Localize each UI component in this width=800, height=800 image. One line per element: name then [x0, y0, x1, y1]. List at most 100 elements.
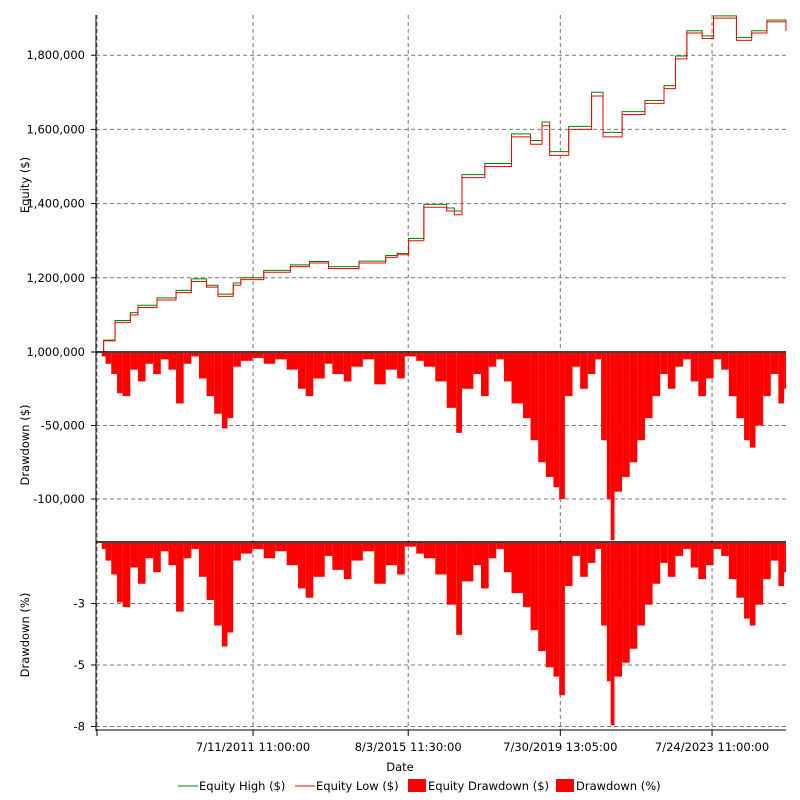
drawdown-dollar-bar [111, 353, 117, 375]
legend-label: Drawdown (%) [576, 779, 661, 793]
drawdown-percent-bar [763, 543, 771, 580]
drawdown-dollar-bar [749, 353, 756, 448]
drawdown-percent-bar [298, 543, 306, 589]
drawdown-dollar-bar [263, 353, 276, 364]
drawdown-dollar-bar [580, 353, 588, 389]
legend-box-swatch [556, 779, 574, 792]
drawdown-percent-bar [456, 543, 462, 635]
drawdown-dollar-bar [416, 353, 424, 361]
drawdown-dollar-bar [423, 353, 436, 367]
drawdown-dollar-bar [559, 353, 565, 499]
drawdown-dollars-tick-label: -50,000 [41, 419, 85, 433]
drawdown-dollar-bar [572, 353, 581, 367]
drawdown-dollar-bar [538, 353, 546, 463]
drawdown-percent-bar [629, 543, 638, 649]
drawdown-dollar-bar [404, 353, 417, 357]
drawdown-percent-bar [553, 543, 560, 677]
equity-tick-label: 1,000,000 [26, 345, 85, 359]
x-tick-label: 7/24/2023 11:00:00 [655, 740, 769, 754]
drawdown-percent-bar [522, 543, 531, 607]
drawdown-dollar-bar [461, 353, 474, 389]
drawdown-dollar-bar [587, 353, 596, 375]
drawdown-percent-bar [263, 543, 276, 559]
drawdown-percent-bar [511, 543, 523, 594]
drawdown-percent-bar [160, 543, 169, 552]
drawdown-percent-bar [240, 543, 253, 554]
equity-tick-label: 1,200,000 [26, 271, 85, 285]
drawdown-percent-bar [252, 543, 264, 549]
y-axis-title-equity: Equity ($) [18, 157, 32, 213]
drawdown-percent-bar [332, 543, 344, 570]
drawdown-percent-bar [385, 543, 398, 566]
y-axis-title-drawdown-dollars: Drawdown ($) [18, 404, 32, 485]
drawdown-dollar-bar [496, 353, 504, 360]
drawdown-dollar-bar [770, 353, 779, 375]
drawdown-dollar-bar [488, 353, 497, 367]
drawdown-percent-bar [351, 543, 363, 561]
drawdown-percent-bar [736, 543, 745, 598]
drawdown-percent-bar [362, 543, 375, 552]
drawdown-percent-bar [614, 543, 623, 677]
drawdown-dollar-bar [227, 353, 234, 419]
drawdown-dollar-bar [214, 353, 222, 414]
x-tick-label: 8/3/2015 11:30:00 [355, 740, 462, 754]
drawdown-percent-bar [191, 543, 199, 549]
drawdown-percent-bar [713, 543, 722, 549]
drawdown-dollar-bar [435, 353, 447, 382]
drawdown-dollar-bar [153, 353, 161, 375]
drawdown-percent-bar [404, 543, 417, 547]
drawdown-dollar-bar [397, 353, 405, 379]
drawdown-dollar-bar [160, 353, 169, 360]
drawdown-dollar-bar [233, 353, 241, 367]
drawdown-dollar-bar [298, 353, 306, 389]
drawdown-percent-bar [667, 543, 676, 577]
drawdown-percent-bar [503, 543, 512, 573]
drawdown-dollar-bar [629, 353, 638, 463]
drawdown-dollar-bar [374, 353, 386, 385]
drawdown-dollar-bar [784, 353, 786, 389]
drawdown-percent-bar [559, 543, 565, 696]
drawdown-dollar-bar [606, 353, 611, 499]
drawdown-percent-bar [221, 543, 228, 647]
drawdown-dollar-bar [351, 353, 363, 367]
drawdown-dollar-bar [343, 353, 352, 382]
drawdown-dollar-bar [721, 353, 729, 370]
drawdown-dollars-tick-label: -100,000 [33, 492, 85, 506]
drawdown-percent-bar [153, 543, 161, 573]
drawdown-percent-bar [286, 543, 299, 566]
drawdown-dollar-bar [105, 353, 112, 364]
drawdown-percent-bar [111, 543, 117, 575]
legend-label: Equity Low ($) [316, 779, 399, 793]
drawdown-percent-bar [652, 543, 661, 584]
drawdown-dollar-bar [530, 353, 539, 441]
drawdown-percent-bar [660, 543, 668, 563]
legend-label: Equity High ($) [199, 779, 285, 793]
drawdown-dollar-bar [778, 353, 785, 404]
drawdown-dollar-bar [206, 353, 215, 397]
drawdown-percent-bar [397, 543, 405, 575]
drawdown-dollar-bar [385, 353, 398, 370]
drawdown-percent-bar [488, 543, 497, 559]
drawdown-percent-bar [744, 543, 750, 619]
drawdown-dollar-bar [763, 353, 771, 397]
drawdown-dollar-bar [614, 353, 623, 492]
drawdown-dollar-bar [660, 353, 668, 375]
drawdown-dollar-bar [728, 353, 737, 397]
drawdown-percent-bar [572, 543, 581, 556]
drawdown-percent-bar [183, 543, 192, 559]
drawdown-percent-bar [675, 543, 684, 556]
drawdown-dollar-bar [690, 353, 699, 382]
equity-high-line [99, 15, 787, 353]
drawdown-percent-bar [461, 543, 474, 582]
drawdown-percent-bar [564, 543, 573, 587]
drawdown-dollar-bar [705, 353, 714, 379]
drawdown-dollar-bar [644, 353, 653, 419]
drawdown-dollar-bar [675, 353, 684, 367]
drawdown-dollar-bar [744, 353, 750, 441]
equity-tick-label: 1,400,000 [26, 197, 85, 211]
drawdown-percent-bar [206, 543, 215, 601]
drawdown-percent-bar [580, 543, 588, 577]
drawdown-dollar-bar [456, 353, 462, 433]
drawdown-percent-bar [728, 543, 737, 580]
drawdown-dollar-bar [176, 353, 184, 404]
